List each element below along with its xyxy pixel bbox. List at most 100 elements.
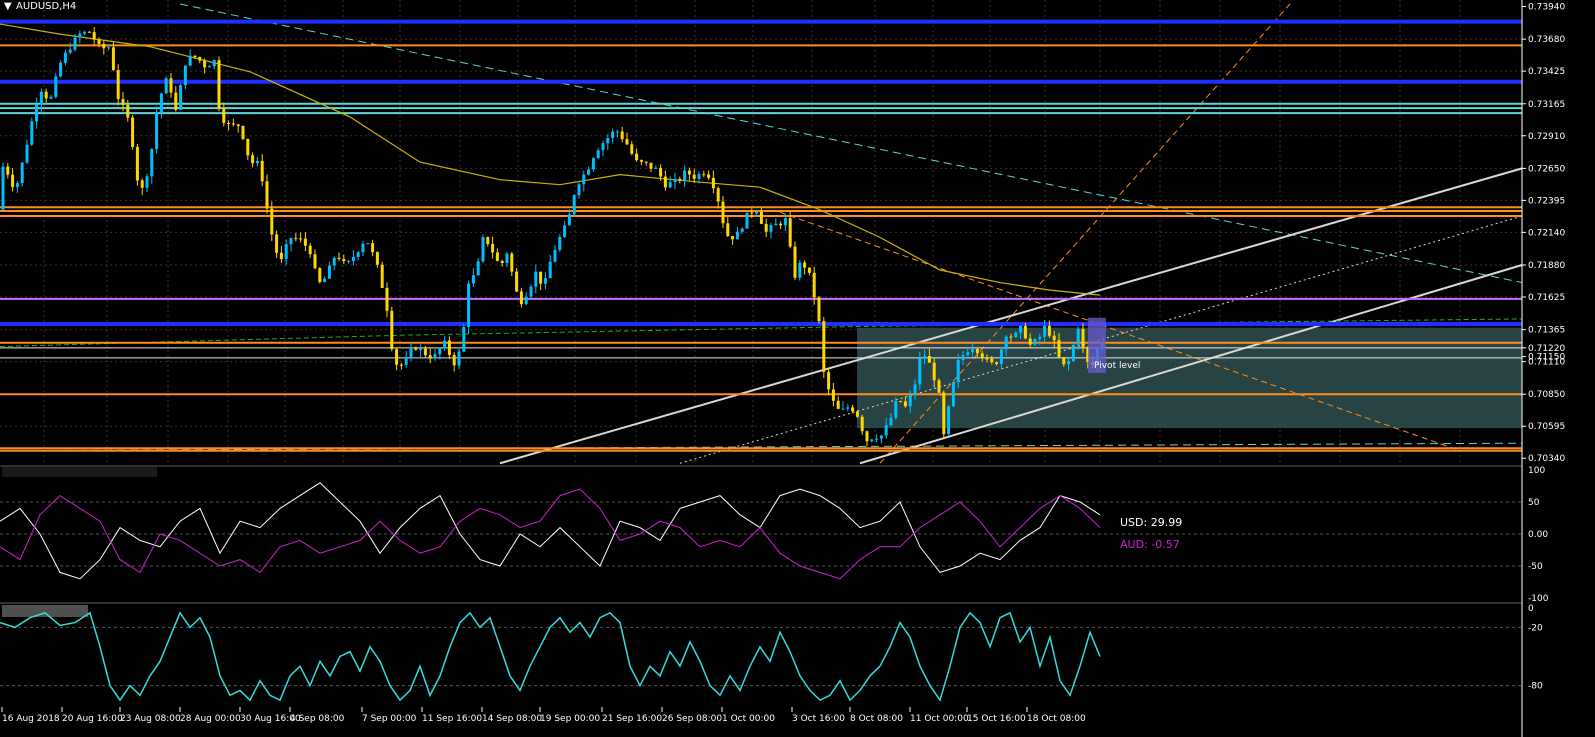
candle-body: [591, 158, 595, 170]
collapse-arrow-icon[interactable]: ▼: [4, 1, 12, 12]
time-tick-label: 11 Oct 00:00: [910, 714, 969, 724]
candle-body: [755, 211, 759, 214]
candle-body: [524, 296, 528, 305]
candle-body: [947, 406, 951, 435]
price-tick-label: 0.71880: [1528, 261, 1565, 271]
candle-body: [500, 260, 504, 263]
candle-body: [414, 347, 418, 350]
candle-body: [1043, 325, 1047, 337]
candle-body: [236, 124, 240, 126]
candle-body: [347, 261, 351, 263]
candle-body: [145, 176, 149, 188]
indicator1-tick-label: -50: [1528, 562, 1543, 572]
candle-body: [428, 355, 432, 359]
candle-body: [601, 143, 605, 151]
aud-legend: AUD: -0.57: [1120, 538, 1180, 551]
candle-body: [918, 358, 922, 385]
candle-body: [1019, 325, 1023, 333]
candle-body: [452, 354, 456, 366]
time-tick-label: 21 Sep 16:00: [602, 714, 662, 724]
candle-body: [961, 355, 965, 360]
price-tick-label: 0.71150: [1528, 353, 1565, 363]
candle-body: [1023, 325, 1027, 339]
price-tick-label: 0.72650: [1528, 164, 1565, 174]
highlight-zone: [857, 327, 1522, 429]
candle-body: [510, 253, 514, 272]
candle-body: [59, 62, 63, 77]
candle-body: [49, 96, 53, 99]
indicator2-axis: 0 -20 -80: [1528, 604, 1543, 692]
candle-body: [745, 212, 749, 229]
candle-body: [15, 183, 19, 188]
candle-body: [543, 278, 547, 284]
indicator2-tick-label: -20: [1528, 623, 1543, 633]
pivot-box[interactable]: [1088, 317, 1106, 373]
candle-body: [529, 286, 533, 297]
candle-body: [980, 353, 984, 359]
time-tick-label: 3 Oct 16:00: [792, 714, 845, 724]
candle-body: [366, 243, 370, 245]
candle-body: [779, 223, 783, 226]
candle-body: [879, 435, 883, 439]
candle-body: [534, 271, 538, 287]
candle-body: [884, 425, 888, 436]
candle-body: [457, 351, 461, 366]
candle-body: [1033, 339, 1037, 345]
candle-body: [572, 195, 576, 215]
time-tick-label: 30 Aug 16:00: [240, 714, 301, 724]
candle-body: [1009, 336, 1013, 338]
candle-body: [30, 121, 34, 145]
horizontal-levels[interactable]: [0, 19, 1522, 452]
candle-body: [207, 66, 211, 68]
candle-body: [865, 431, 869, 442]
candle-body: [6, 166, 10, 175]
candle-body: [711, 177, 715, 189]
time-tick-label: 1 Oct 00:00: [722, 714, 775, 724]
candle-body: [697, 174, 701, 179]
candle-body: [975, 348, 979, 354]
candle-body: [932, 362, 936, 381]
candle-body: [289, 238, 293, 245]
candle-body: [822, 321, 826, 372]
candle-body: [246, 138, 250, 156]
price-pane[interactable]: Pivot level: [0, 0, 1523, 465]
candle-body: [212, 60, 216, 67]
candle-body: [726, 223, 730, 237]
candle-body: [303, 238, 307, 246]
candle-body: [241, 125, 245, 139]
indicator1-series-line: [0, 482, 1101, 580]
candle-body: [927, 355, 931, 363]
pivot-box-rect: [1088, 317, 1106, 373]
candle-body: [25, 144, 29, 163]
indicator2-tick-label: -80: [1528, 682, 1543, 692]
oscillator-pane[interactable]: 0 -20 -80: [0, 604, 1543, 702]
price-tick-label: 0.70850: [1528, 390, 1565, 400]
candle-body: [169, 78, 173, 93]
candle-body: [318, 268, 322, 283]
candle-body: [260, 160, 264, 182]
ma-line: [0, 23, 1101, 296]
moving-average: [0, 23, 1101, 296]
candle-body: [1057, 340, 1061, 358]
candle-body: [841, 408, 845, 410]
candle-body: [663, 176, 667, 188]
candle-body: [174, 92, 178, 110]
candle-body: [447, 340, 451, 355]
candle-body: [803, 262, 807, 268]
candle-body: [1028, 338, 1032, 345]
candle-body: [222, 108, 226, 123]
candle-body: [150, 148, 154, 177]
candle-body: [193, 55, 197, 57]
chart-title-bar[interactable]: ▼ AUDUSD,H4: [4, 1, 76, 12]
candle-body: [625, 139, 629, 145]
candle-body: [361, 243, 365, 253]
candle-body: [707, 174, 711, 178]
time-tick-label: 11 Sep 16:00: [422, 714, 482, 724]
indicator-label-placeholder: [2, 605, 88, 617]
currency-strength-pane[interactable]: USD: 29.99 AUD: -0.57 100 50 0.00 -50 -100: [0, 466, 1549, 604]
candle-body: [807, 267, 811, 273]
price-tick-label: 0.73165: [1528, 100, 1565, 110]
time-tick-label: 15 Oct 16:00: [967, 714, 1026, 724]
candle-body: [313, 254, 317, 269]
